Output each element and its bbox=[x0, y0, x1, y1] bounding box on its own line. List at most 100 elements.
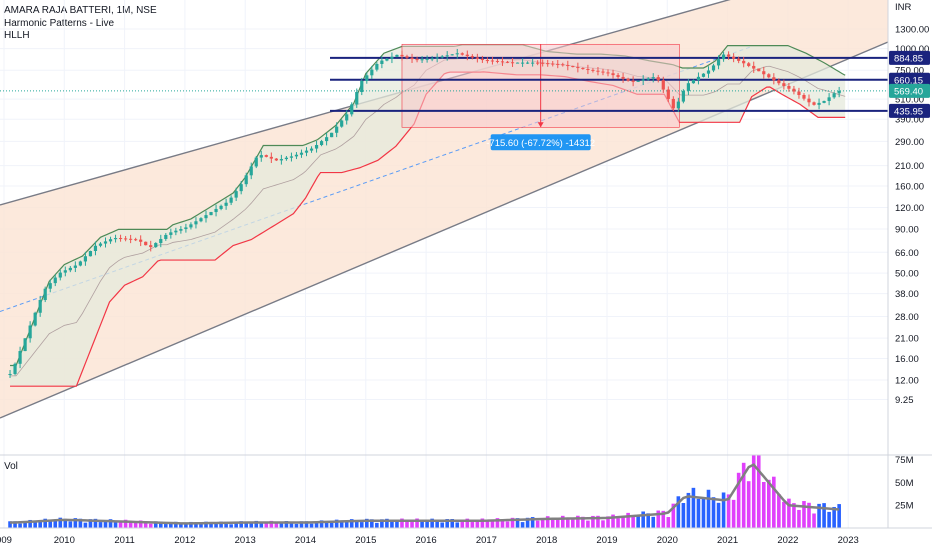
volume-bar bbox=[244, 523, 249, 528]
candle-body bbox=[571, 66, 575, 68]
candle-body bbox=[716, 59, 721, 66]
volume-bar bbox=[741, 462, 746, 528]
measure-label: -715.60 (-67.72%) -14312 bbox=[486, 134, 595, 151]
price-tag-label: 569.40 bbox=[894, 86, 923, 97]
candle-body bbox=[455, 53, 459, 55]
candle-body bbox=[701, 73, 706, 77]
candle-body bbox=[330, 132, 334, 138]
volume-bar bbox=[445, 519, 450, 528]
volume-bar bbox=[38, 520, 42, 528]
candle-body bbox=[194, 221, 198, 225]
volume-bar bbox=[304, 521, 309, 528]
candle-body bbox=[536, 62, 540, 64]
candle-body bbox=[229, 197, 233, 203]
candle-body bbox=[430, 58, 434, 60]
volume-bar bbox=[601, 520, 605, 528]
candle-body bbox=[38, 300, 42, 313]
candle-body bbox=[812, 102, 816, 105]
time-axis-tick: 2015 bbox=[355, 535, 376, 546]
volume-bar bbox=[480, 518, 485, 528]
candle-body bbox=[772, 77, 776, 81]
candle-body bbox=[515, 62, 520, 64]
candle-body bbox=[395, 54, 399, 57]
price-axis-tick: 50.00 bbox=[895, 269, 919, 280]
volume-bar bbox=[676, 496, 681, 528]
volume-bar bbox=[822, 503, 826, 528]
volume-bar bbox=[294, 523, 299, 528]
volume-bar bbox=[656, 510, 661, 528]
candle-body bbox=[696, 76, 701, 81]
candle-body bbox=[782, 83, 786, 86]
time-axis-tick: 2021 bbox=[717, 535, 738, 546]
volume-bar bbox=[716, 502, 721, 528]
candle-body bbox=[340, 120, 344, 127]
time-axis-tick: 2017 bbox=[476, 535, 497, 546]
candle-body bbox=[23, 338, 27, 352]
price-axis-tick: 510.00 bbox=[895, 95, 924, 106]
candle-body bbox=[83, 256, 88, 262]
volume-bar bbox=[63, 518, 68, 528]
volume-bar bbox=[641, 511, 645, 528]
candle-body bbox=[490, 60, 495, 62]
candle-body bbox=[450, 54, 454, 56]
price-tag-bg bbox=[889, 72, 930, 87]
volume-bar bbox=[385, 518, 389, 528]
volume-bar bbox=[586, 520, 590, 528]
price-axis-tick: 38.00 bbox=[895, 289, 919, 300]
volume-bars bbox=[8, 454, 841, 528]
candle-body bbox=[134, 239, 138, 241]
price-axis: INR 1300.00 1000.00 750.00 510.00 390.00 290.0… bbox=[895, 2, 929, 512]
volume-bar bbox=[711, 497, 716, 528]
candle-body bbox=[470, 56, 474, 58]
volume-bar bbox=[113, 521, 118, 528]
volume-bar bbox=[28, 519, 32, 528]
candle-body bbox=[204, 215, 208, 219]
volume-bar bbox=[777, 494, 781, 528]
candle-body bbox=[686, 83, 691, 91]
candle-body bbox=[289, 156, 294, 158]
candle-body bbox=[73, 265, 77, 268]
candle-body bbox=[239, 184, 243, 192]
volume-bar bbox=[696, 498, 701, 528]
candle-body bbox=[299, 152, 304, 155]
volume-bar bbox=[566, 517, 570, 528]
candle-body bbox=[259, 155, 263, 158]
candle-body bbox=[8, 374, 12, 375]
candle-body bbox=[63, 270, 67, 273]
volume-bar bbox=[545, 516, 550, 528]
volume-bar bbox=[53, 520, 58, 528]
candle-body bbox=[254, 157, 258, 167]
volume-bar bbox=[103, 520, 108, 528]
volume-bar bbox=[309, 523, 314, 528]
candle-body bbox=[475, 57, 479, 59]
volume-bar bbox=[470, 521, 475, 528]
volume-bar bbox=[108, 519, 113, 528]
volume-bar bbox=[636, 516, 640, 528]
candle-body bbox=[435, 57, 439, 59]
candle-body bbox=[264, 155, 268, 157]
indicator-harmonic-label: Harmonic Patterns - Live bbox=[4, 17, 115, 29]
candle-body bbox=[676, 101, 680, 109]
volume-bar bbox=[229, 524, 233, 528]
candle-body bbox=[380, 60, 384, 64]
volume-bar bbox=[691, 487, 696, 528]
candle-body bbox=[314, 145, 319, 149]
candle-body bbox=[164, 234, 168, 239]
candle-body bbox=[626, 78, 630, 81]
candle-body bbox=[440, 56, 444, 58]
volume-bar bbox=[756, 454, 761, 528]
volume-axis-tick: 25M bbox=[895, 501, 914, 512]
volume-bar bbox=[430, 518, 434, 528]
volume-bar bbox=[440, 522, 444, 528]
price-axis-unit: INR bbox=[895, 2, 912, 13]
price-axis-tick: 210.00 bbox=[895, 161, 924, 172]
volume-bar bbox=[334, 519, 339, 528]
candle-body bbox=[636, 80, 640, 82]
volume-bar bbox=[8, 521, 12, 528]
volume-bar bbox=[832, 506, 836, 528]
volume-bar bbox=[772, 476, 776, 528]
candle-body bbox=[13, 363, 17, 374]
volume-bar bbox=[169, 522, 173, 528]
candle-body bbox=[68, 267, 72, 271]
